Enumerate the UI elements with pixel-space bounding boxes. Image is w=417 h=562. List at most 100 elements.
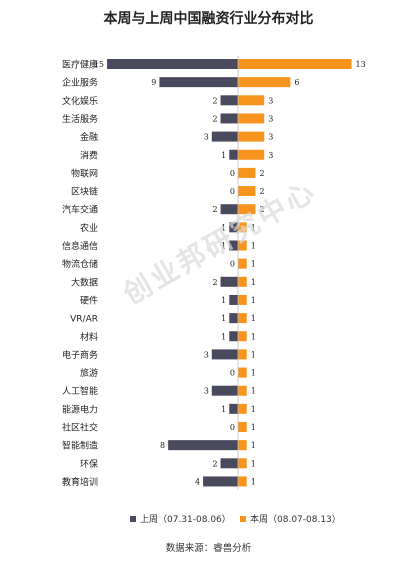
data-label-prev: 1	[221, 332, 226, 341]
bar-curr	[238, 186, 256, 197]
data-label-curr: 1	[251, 260, 256, 269]
source-note: 数据来源：睿兽分析	[165, 543, 252, 554]
data-label-prev: 2	[212, 114, 217, 123]
data-label-prev: 9	[151, 78, 156, 87]
bar-prev	[220, 95, 238, 106]
legend-label-prev: 上周（07.31-08.06）	[140, 515, 231, 525]
bar-curr	[238, 367, 247, 378]
bar-curr	[238, 113, 265, 124]
bar-curr	[238, 294, 247, 305]
bar-curr	[238, 95, 265, 106]
data-label-prev: 0	[230, 369, 235, 378]
data-label-curr: 3	[268, 151, 273, 160]
bar-curr	[238, 77, 291, 88]
chart-title: 本周与上周中国融资行业分布对比	[103, 11, 314, 27]
category-label: 社区社交	[62, 422, 98, 434]
category-label: 医疗健康	[62, 59, 98, 71]
category-label: 农业	[80, 222, 98, 234]
data-label-curr: 3	[268, 96, 273, 105]
data-label-prev: 4	[195, 477, 200, 486]
data-label-curr: 1	[251, 278, 256, 287]
bar-curr	[238, 222, 247, 233]
data-label-prev: 1	[221, 223, 226, 232]
data-label-curr: 6	[294, 78, 299, 87]
bar-curr	[238, 276, 247, 287]
data-label-curr: 3	[268, 114, 273, 123]
bar-prev	[168, 440, 238, 451]
legend-swatch-curr	[240, 515, 246, 522]
bar-prev	[229, 149, 238, 160]
data-label-curr: 1	[251, 314, 256, 323]
bar-prev	[211, 349, 238, 360]
category-label: 物联网	[71, 167, 98, 179]
bar-curr	[238, 240, 247, 251]
data-label-curr: 1	[251, 387, 256, 396]
category-label: 区块链	[71, 186, 98, 198]
data-label-prev: 2	[212, 278, 217, 287]
category-label: 环保	[80, 458, 98, 470]
legend-label-curr: 本周（08.07-08.13）	[250, 515, 341, 525]
bar-curr	[238, 349, 247, 360]
data-label-curr: 1	[251, 242, 256, 251]
data-label-curr: 1	[251, 477, 256, 486]
data-label-prev: 1	[221, 296, 226, 305]
bar-prev	[203, 476, 238, 487]
bar-curr	[238, 131, 265, 142]
data-label-curr: 1	[251, 459, 256, 468]
category-label: 消费	[80, 149, 98, 161]
data-label-prev: 2	[212, 459, 217, 468]
data-label-prev: 0	[230, 187, 235, 196]
bar-prev	[211, 385, 238, 396]
bar-prev	[229, 331, 238, 342]
bar-curr	[238, 331, 247, 342]
category-label: 旅游	[80, 367, 98, 379]
data-label-prev: 8	[160, 441, 165, 450]
category-label: 材料	[80, 331, 98, 343]
category-label: 电子商务	[62, 349, 98, 361]
category-label: 硬件	[80, 294, 98, 306]
category-label: 教育培训	[62, 476, 98, 488]
bar-prev	[229, 222, 238, 233]
bar-curr	[238, 476, 247, 487]
category-label: 人工智能	[62, 385, 98, 397]
bar-prev	[220, 204, 238, 215]
bar-curr	[238, 403, 247, 414]
bar-curr	[238, 167, 256, 178]
category-label: 金融	[80, 131, 98, 143]
data-label-prev: 2	[212, 205, 217, 214]
data-label-prev: 1	[221, 405, 226, 414]
bar-curr	[238, 149, 265, 160]
category-label: 汽车交通	[62, 204, 98, 216]
category-label: 文化娱乐	[62, 95, 98, 107]
data-label-curr: 2	[259, 187, 264, 196]
data-label-curr: 1	[251, 405, 256, 414]
legend-item-curr: 本周（08.07-08.13）	[240, 512, 341, 525]
category-label: 企业服务	[62, 77, 98, 89]
bar-curr	[238, 258, 247, 269]
legend-item-prev: 上周（07.31-08.06）	[130, 512, 231, 525]
category-label: 智能制造	[62, 440, 98, 452]
category-label: 信息通信	[62, 240, 98, 252]
category-label: 物流仓储	[62, 258, 98, 270]
category-label: 生活服务	[62, 113, 98, 125]
data-label-curr: 1	[251, 369, 256, 378]
legend-swatch-prev	[130, 515, 136, 522]
bar-curr	[238, 385, 247, 396]
data-label-curr: 2	[259, 205, 264, 214]
bar-prev	[220, 276, 238, 287]
data-label-prev: 0	[230, 423, 235, 432]
data-label-prev: 15	[94, 60, 104, 69]
bar-prev	[220, 458, 238, 469]
data-label-curr: 1	[251, 423, 256, 432]
bar-prev	[211, 131, 238, 142]
data-label-curr: 13	[356, 60, 366, 69]
bar-prev	[107, 59, 238, 69]
data-label-prev: 1	[221, 151, 226, 160]
bar-prev	[229, 313, 238, 324]
bar-curr	[238, 440, 247, 451]
data-label-prev: 0	[230, 169, 235, 178]
data-label-prev: 3	[204, 133, 209, 142]
bar-curr	[238, 422, 247, 432]
data-label-curr: 1	[251, 332, 256, 341]
